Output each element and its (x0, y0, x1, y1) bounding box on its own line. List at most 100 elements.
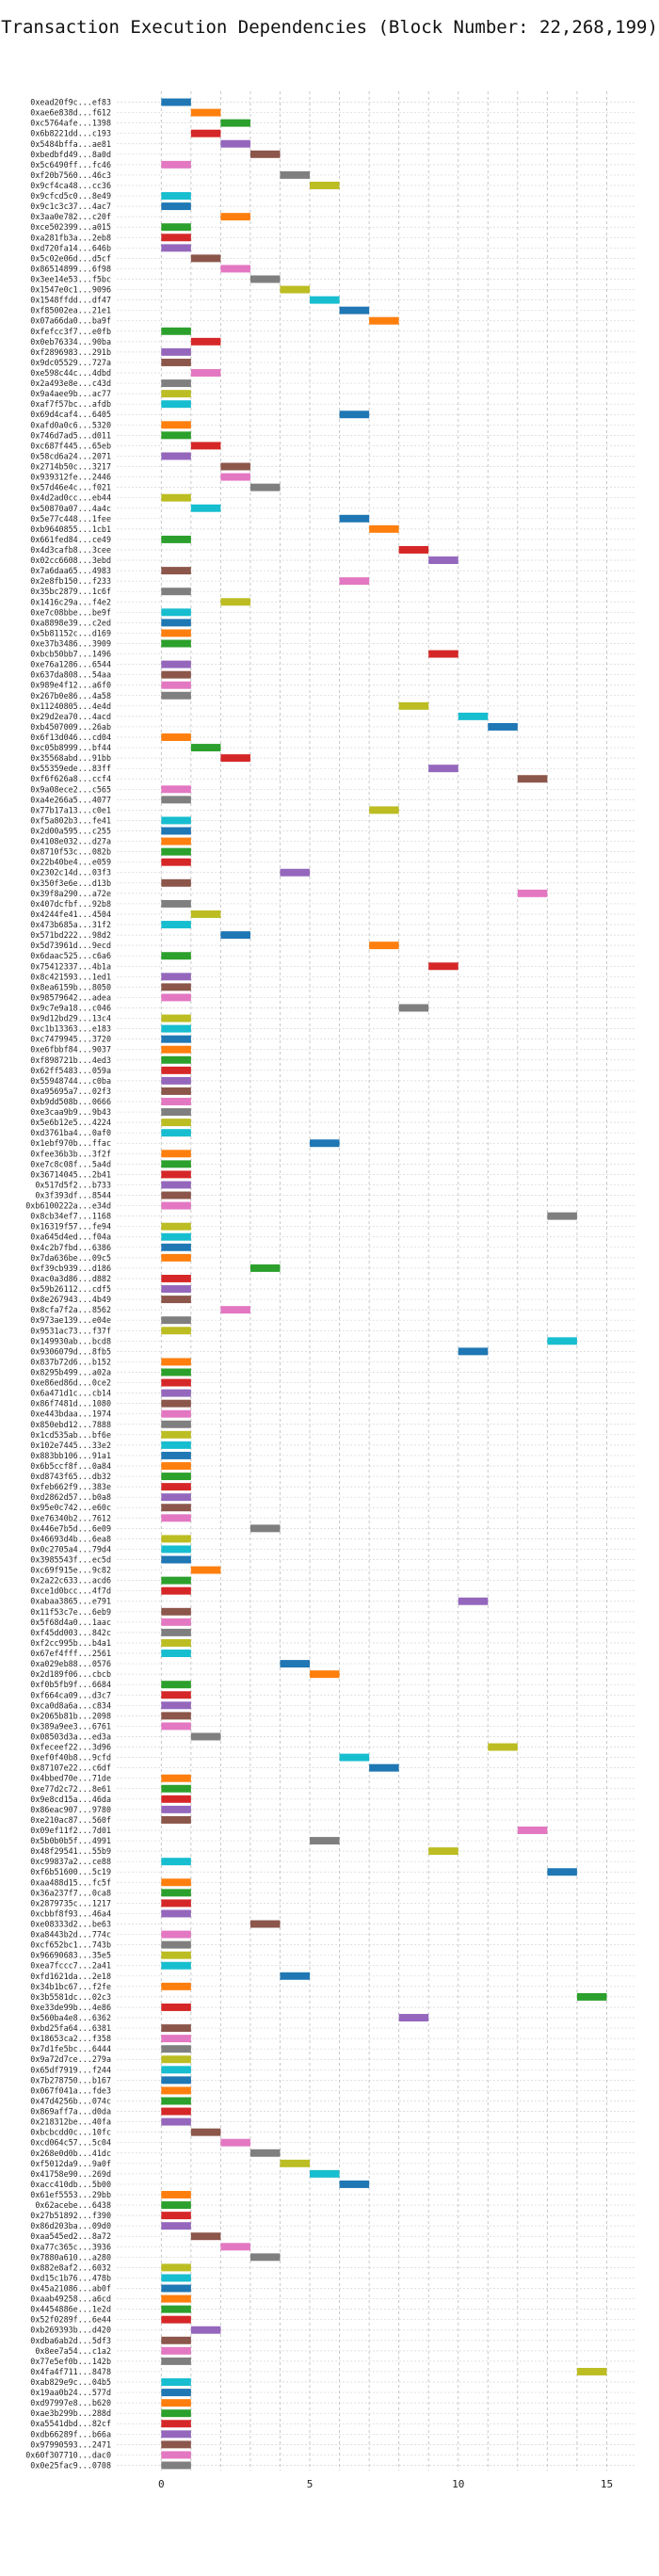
tx-bar (280, 1660, 311, 1668)
tx-label: 0xc1b13363...e183 (30, 1024, 111, 1034)
tx-label: 0xf5012da9...9a0f (30, 2159, 111, 2168)
tx-label: 0xa5541dbd...82cf (30, 2419, 111, 2428)
tx-label: 0x4d3cafb8...3cee (30, 545, 111, 555)
tx-bar (161, 1784, 191, 1793)
tx-label: 0x50870a07...4a4c (30, 504, 111, 513)
tx-label: 0x55359ede...83ff (30, 764, 111, 773)
tx-label: 0xfd1621da...2e18 (30, 1972, 111, 1981)
tx-bar (161, 1795, 191, 1803)
tx-bar (249, 1920, 281, 1928)
tx-label: 0xcbbf8f93...46a4 (30, 1908, 111, 1918)
tx-label: 0x52f0289f...6e44 (30, 2315, 111, 2325)
tx-bar (161, 223, 191, 232)
tx-label: 0x9cf4ca48...cc36 (30, 181, 111, 190)
tx-bar (161, 1504, 191, 1512)
tx-bar (161, 1805, 191, 1813)
tx-bar (161, 2191, 191, 2198)
tx-label: 0x2065b81b...2098 (30, 1711, 111, 1720)
tx-label: 0x8e267943...4b49 (30, 1295, 111, 1304)
tx-label: 0xa029eb88...0576 (30, 1659, 111, 1668)
tx-bar (280, 868, 311, 877)
tx-label: 0xb269393b...d420 (30, 2326, 111, 2335)
tx-label: 0xf20b7560...46c3 (30, 170, 111, 180)
tx-bar (161, 327, 191, 335)
tx-label: 0x0c2705a4...79d4 (30, 1544, 111, 1554)
tx-label: 0x869aff7a...d0da (30, 2107, 111, 2117)
tx-label: 0x62ff5483...059a (30, 1066, 111, 1075)
tx-bar (161, 691, 191, 700)
tx-label: 0x9a72d7ce...279a (30, 2054, 111, 2064)
tx-label: 0x389a9ee3...6761 (30, 1721, 111, 1731)
tx-label: 0x2a22c633...acd6 (30, 1576, 111, 1586)
tx-label: 0x36a237f7...0ca8 (30, 1888, 111, 1897)
tx-label: 0xe6fbbf84...9037 (30, 1045, 111, 1055)
tx-bar (161, 431, 191, 440)
tx-bar (161, 1129, 191, 1137)
tx-label: 0x1cd535ab...bf6e (30, 1430, 111, 1440)
tx-bar (161, 2420, 191, 2428)
tx-bar (161, 1586, 191, 1595)
tx-bar (161, 421, 191, 429)
tx-bar (161, 379, 191, 388)
tx-bar (310, 182, 340, 189)
tx-label: 0xd3761ba4...0af0 (30, 1128, 111, 1137)
tx-bar (161, 2461, 191, 2470)
tx-label: 0x6a471d1c...cb14 (30, 1389, 111, 1398)
tx-bar (161, 1701, 191, 1710)
tx-bar (161, 1681, 191, 1689)
tx-bar (161, 1389, 191, 1397)
tx-bar (161, 1378, 191, 1387)
tx-label: 0x4244fe41...4504 (30, 910, 111, 919)
tx-label: 0x47d4256b...074c (30, 2096, 111, 2105)
tx-label: 0xe08333d2...be63 (30, 1920, 111, 1929)
tx-label: 0xdb66289f...b66a (30, 2429, 111, 2439)
tx-label: 0x973ae139...e04e (30, 1315, 111, 1325)
tx-label: 0x3aa0e782...c20f (30, 212, 111, 221)
tx-label: 0xf6f626a8...ccf4 (30, 774, 111, 783)
tx-bar (249, 1524, 281, 1533)
tx-bar (161, 1576, 191, 1585)
tx-label: 0x571bd222...98d2 (30, 930, 111, 940)
tx-label: 0x8295b499...a02a (30, 1367, 111, 1377)
tx-label: 0xea7fccc7...2a41 (30, 1961, 111, 1971)
tx-label: 0xe76340b2...7612 (30, 1513, 111, 1522)
tx-bar (190, 504, 221, 512)
tx-label: 0x7880a610...a280 (30, 2252, 111, 2262)
tx-label: 0xf2896983...291b (30, 347, 111, 357)
tx-label: 0x7da636be...09c5 (30, 1253, 111, 1263)
tx-bar (161, 1191, 191, 1199)
tx-label: 0x77b17a13...c0e1 (30, 805, 111, 814)
tx-bar (161, 1691, 191, 1699)
tx-label: 0x48f29541...55b9 (30, 1846, 111, 1856)
tx-bar (161, 1430, 191, 1439)
tx-label: 0xcd064c57...5c04 (30, 2138, 111, 2148)
tx-label: 0x1416c29a...f4e2 (30, 597, 111, 606)
tx-label: 0x2714b50c...3217 (30, 462, 111, 472)
tx-bar (458, 1347, 489, 1356)
tx-label: 0xb9dd508b...0666 (30, 1097, 111, 1106)
tx-bar (161, 1285, 191, 1294)
tx-label: 0xaab49258...a6cd (30, 2294, 111, 2304)
tx-label: 0x55948744...c0ba (30, 1076, 111, 1086)
tx-bar (161, 1555, 191, 1564)
tx-label: 0x268e0d0b...41dc (30, 2149, 111, 2158)
tx-bar (161, 1815, 191, 1824)
tx-bar (339, 411, 370, 419)
tx-label: 0x2d00a595...c255 (30, 827, 111, 836)
tx-bar (161, 878, 191, 887)
tx-label: 0x77e5ef0b...142b (30, 2357, 111, 2366)
tx-bar (161, 588, 191, 596)
tx-bar (161, 1087, 191, 1095)
tx-bar (190, 1732, 221, 1741)
tx-label: 0xe37b3486...3909 (30, 638, 111, 648)
tx-bar (220, 119, 250, 127)
tx-label: 0x3b5581dc...02c3 (30, 1992, 111, 2002)
tx-label: 0x837b72d6...b152 (30, 1357, 111, 1366)
tx-label: 0x2879735c...1217 (30, 1898, 111, 1908)
tx-bar (161, 1014, 191, 1022)
tx-bar (161, 1607, 191, 1616)
tx-bar (161, 1483, 191, 1491)
tx-bar (161, 1024, 191, 1033)
tx-bar (190, 1566, 221, 1574)
tx-bar (161, 2107, 191, 2116)
